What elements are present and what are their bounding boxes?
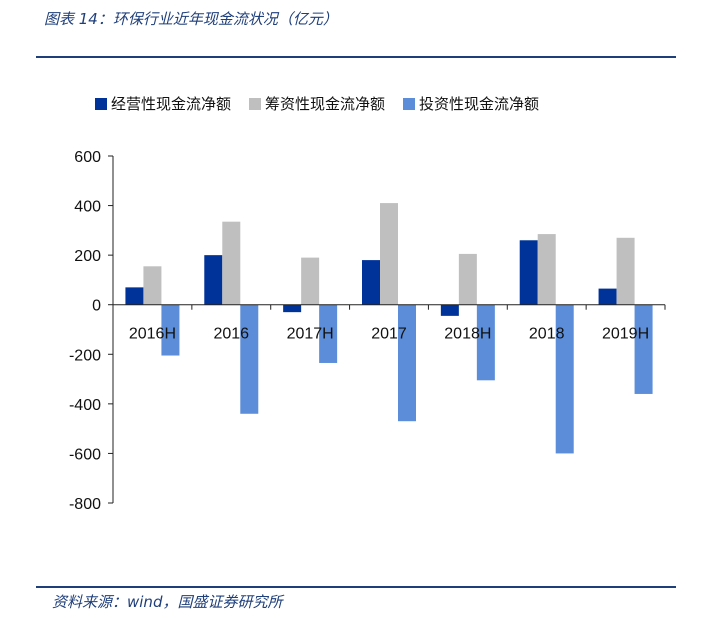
bar-financing-2019h	[616, 237, 635, 305]
bar-operating-2018h	[440, 304, 459, 316]
bar-operating-2016	[204, 255, 223, 305]
x-tick-label: 2018	[529, 326, 565, 343]
bar-operating-2019h	[598, 288, 617, 305]
legend-label-operating: 经营性现金流净额	[111, 95, 232, 113]
bar-investing-2016	[240, 304, 259, 414]
x-tick-label: 2016H	[129, 326, 176, 343]
bar-investing-2019h	[634, 304, 653, 394]
bottom-rule	[36, 586, 676, 588]
bar-investing-2018h	[476, 304, 495, 381]
x-tick-label: 2017H	[287, 326, 334, 343]
y-tick-label: -600	[69, 446, 101, 463]
legend: 经营性现金流净额 筹资性现金流净额 投资性现金流净额	[95, 93, 557, 114]
bar-financing-2018	[537, 234, 556, 305]
bar-investing-2018	[555, 304, 574, 454]
legend-item-operating: 经营性现金流净额	[95, 93, 231, 114]
y-tick-label: 600	[74, 149, 101, 166]
bar-financing-2017h	[301, 257, 320, 305]
bar-operating-2017h	[283, 304, 302, 313]
top-rule	[36, 56, 676, 58]
bar-financing-2017	[380, 203, 398, 305]
y-tick-label: -200	[69, 347, 101, 364]
y-tick-label: -400	[69, 397, 101, 414]
legend-label-investing: 投资性现金流净额	[419, 95, 540, 113]
x-tick-label: 2019H	[602, 326, 649, 343]
figure-title: 图表 14：环保行业近年现金流状况（亿元）	[44, 10, 338, 28]
bar-investing-2017h	[319, 304, 338, 363]
legend-item-investing: 投资性现金流净额	[403, 93, 539, 114]
x-tick-label: 2017	[371, 326, 407, 343]
y-tick-label: -800	[69, 496, 101, 513]
bar-operating-2016h	[125, 287, 144, 305]
y-tick-label: 0	[92, 298, 101, 315]
x-tick-label: 2016	[213, 326, 249, 343]
bar-investing-2017	[398, 304, 416, 422]
bar-operating-2017	[362, 260, 380, 305]
bar-financing-2018h	[458, 253, 477, 305]
legend-swatch-operating	[95, 97, 107, 110]
legend-swatch-investing	[403, 97, 416, 110]
bar-financing-2016h	[143, 266, 162, 305]
bar-financing-2016	[222, 221, 241, 305]
bar-investing-2016h	[161, 304, 180, 356]
legend-label-financing: 筹资性现金流净额	[265, 95, 386, 113]
bar-operating-2018	[519, 240, 538, 305]
y-tick-label: 200	[74, 248, 101, 265]
legend-swatch-financing	[249, 97, 262, 110]
x-tick-label: 2018H	[444, 326, 491, 343]
y-tick-label: 400	[74, 199, 101, 216]
legend-item-financing: 筹资性现金流净额	[249, 93, 385, 114]
source-note: 资料来源：wind，国盛证券研究所	[52, 593, 283, 611]
